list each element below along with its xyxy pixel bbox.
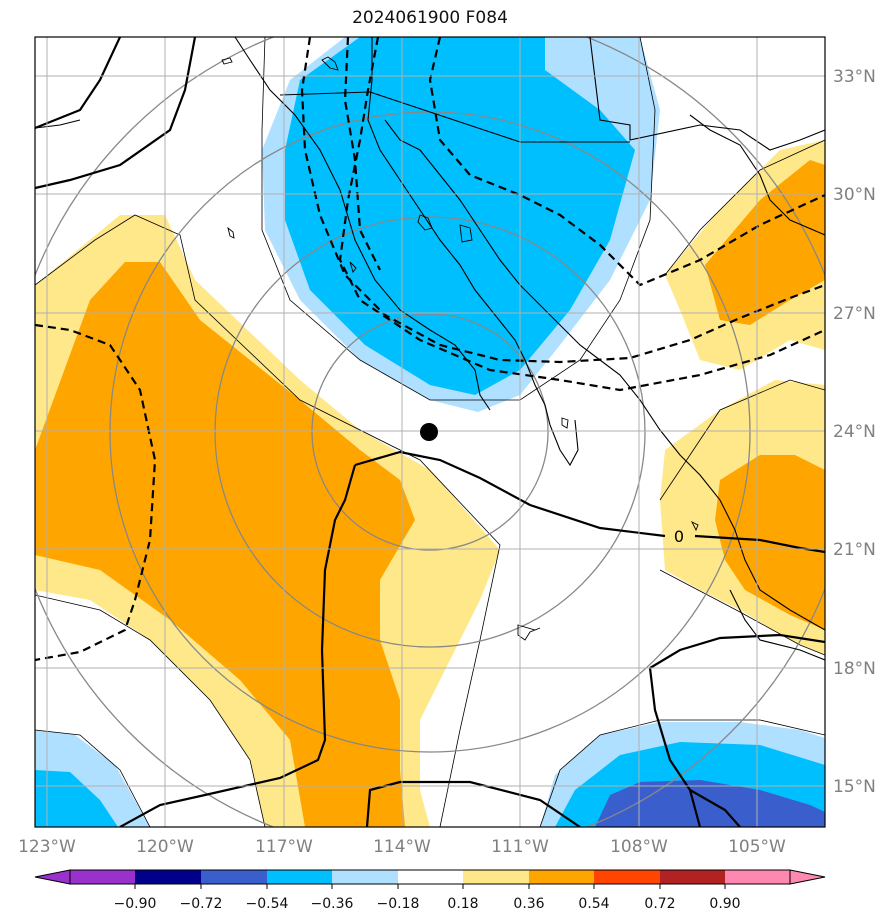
longitude-labels: 123°W 120°W 117°W 114°W 111°W 108°W 105°… xyxy=(18,837,786,857)
lon-label: 123°W xyxy=(18,837,76,857)
colorbar-swatch xyxy=(135,870,201,884)
colorbar-swatch xyxy=(398,870,463,884)
positive-anomaly-east-upper-orange xyxy=(705,160,825,325)
colorbar-tick-label: 0.18 xyxy=(447,896,478,912)
lat-label: 27°N xyxy=(833,304,876,324)
colorbar-tick-label: 0.36 xyxy=(513,896,544,912)
islands xyxy=(221,56,699,641)
lon-label: 111°W xyxy=(491,837,549,857)
colorbar-swatch xyxy=(201,870,267,884)
colorbar-swatch xyxy=(660,870,725,884)
colorbar-swatch xyxy=(463,870,529,884)
lat-label: 21°N xyxy=(833,540,876,560)
colorbar-swatch xyxy=(70,870,135,884)
colorbar-swatch xyxy=(529,870,594,884)
lon-label: 108°W xyxy=(610,837,668,857)
colorbar: −0.90 −0.72 −0.54 −0.36 −0.18 0.18 0.36 … xyxy=(34,869,826,912)
lat-label: 30°N xyxy=(833,185,876,205)
lat-label: 18°N xyxy=(833,659,876,679)
lat-label: 15°N xyxy=(833,777,876,797)
negative-anomaly-medium xyxy=(285,37,635,395)
dashed-contours xyxy=(35,37,825,662)
colorbar-swatch xyxy=(594,870,660,884)
contour-label-bg xyxy=(666,526,692,546)
lon-label: 114°W xyxy=(373,837,431,857)
colorbar-tick-label: −0.72 xyxy=(180,896,223,912)
colorbar-swatch xyxy=(267,870,332,884)
colorbar-tick-label: −0.54 xyxy=(246,896,289,912)
colorbar-swatch xyxy=(332,870,398,884)
colorbar-tick-label: −0.18 xyxy=(377,896,420,912)
positive-anomaly-west-orange xyxy=(35,262,415,827)
latitude-labels: 33°N 30°N 27°N 24°N 21°N 18°N 15°N xyxy=(833,67,876,797)
lon-label: 105°W xyxy=(728,837,786,857)
colorbar-tick-label: −0.36 xyxy=(311,896,354,912)
lat-label: 24°N xyxy=(833,422,876,442)
map-frame xyxy=(34,36,826,828)
map-title: 2024061900 F084 xyxy=(352,8,508,28)
colorbar-tick-label: −0.90 xyxy=(114,896,157,912)
colorbar-swatch xyxy=(725,870,790,884)
lon-label: 117°W xyxy=(255,837,313,857)
colorbar-extend-min xyxy=(34,869,71,885)
thin-contours xyxy=(35,37,825,827)
colorbar-tick-label: 0.90 xyxy=(709,896,740,912)
gridlines xyxy=(35,37,825,827)
map-area: 0 xyxy=(35,37,825,827)
colorbar-tick-label: 0.72 xyxy=(644,896,675,912)
colorbar-tick-label: 0.54 xyxy=(578,896,609,912)
lat-label: 33°N xyxy=(833,67,876,87)
colorbar-extend-max xyxy=(789,869,826,885)
storm-center-marker xyxy=(420,423,438,441)
lon-label: 120°W xyxy=(136,837,194,857)
contour-label-zero: 0 xyxy=(674,527,684,546)
solid-contours xyxy=(35,37,825,827)
negative-anomaly-se-dark xyxy=(595,780,825,827)
negative-anomaly-sw-medium xyxy=(35,770,118,827)
